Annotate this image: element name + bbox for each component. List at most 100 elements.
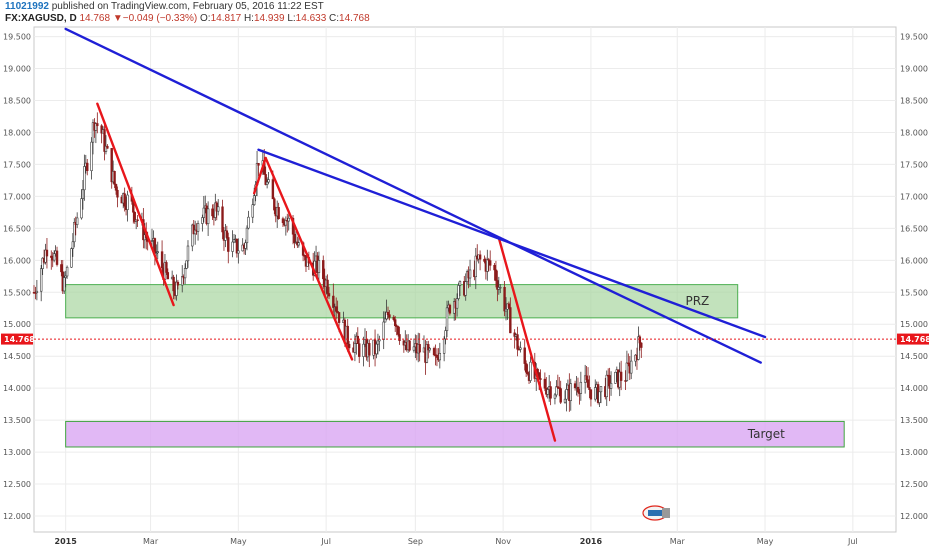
candle <box>585 375 588 381</box>
trendline-red <box>96 102 175 307</box>
low-label: L: <box>287 13 296 24</box>
candle <box>35 290 39 294</box>
y-tick-label: 17.000 <box>3 192 31 201</box>
candle <box>123 193 126 207</box>
candle <box>507 303 511 308</box>
candle <box>594 387 597 400</box>
candle <box>91 122 95 143</box>
candle <box>175 281 178 296</box>
candle <box>287 217 290 222</box>
y-tick-label: 16.500 <box>3 224 31 233</box>
candle <box>185 260 188 269</box>
candle <box>181 276 184 286</box>
y-tick-label: 15.000 <box>900 320 928 329</box>
candle <box>206 208 210 224</box>
candle <box>80 198 83 219</box>
candle <box>358 343 361 357</box>
candle <box>499 286 502 289</box>
y-tick-label: 18.500 <box>900 97 928 106</box>
candle <box>90 141 93 172</box>
candle <box>281 218 285 224</box>
y-tick-label: 16.000 <box>900 256 928 265</box>
high-value: 14.939 <box>253 13 285 24</box>
candle <box>264 174 267 185</box>
candle <box>418 344 421 353</box>
candle <box>637 336 640 360</box>
close-value: 14.768 <box>339 13 370 24</box>
candle <box>70 248 73 268</box>
price-tag-label: 14.768 <box>900 335 931 344</box>
candle <box>396 326 400 335</box>
y-tick-label: 14.000 <box>3 384 31 393</box>
x-tick-label: May <box>757 537 774 546</box>
y-tick-label: 17.500 <box>3 160 31 169</box>
candle <box>41 257 44 269</box>
y-axis-right: 19.500 19.000 18.500 18.000 17.500 17.000 16.5… <box>900 33 928 521</box>
y-tick-label: 12.000 <box>3 512 31 521</box>
candle <box>231 241 234 252</box>
candle <box>523 347 526 364</box>
y-tick-label: 15.500 <box>3 288 31 297</box>
candle <box>385 311 388 320</box>
candle <box>458 281 462 286</box>
candle <box>251 204 254 218</box>
candle <box>609 383 613 389</box>
candle <box>556 386 560 388</box>
candle <box>166 272 170 280</box>
candle <box>284 220 288 226</box>
y-tick-label: 19.500 <box>900 33 928 42</box>
candle <box>555 386 558 396</box>
published-text: published on TradingView.com, February 0… <box>51 1 324 12</box>
y-tick-label: 15.500 <box>900 288 928 297</box>
candle <box>71 241 75 249</box>
candle <box>337 312 341 323</box>
publish-line: 11021992 published on TradingView.com, F… <box>5 1 324 12</box>
candle <box>96 123 99 127</box>
candle <box>608 375 611 389</box>
candle <box>412 346 416 351</box>
y-tick-label: 19.000 <box>3 65 31 74</box>
y-tick-label: 17.000 <box>900 192 928 201</box>
candle <box>297 242 300 246</box>
candle <box>375 343 378 355</box>
candle <box>126 194 129 210</box>
candle <box>73 222 76 243</box>
plot-frame <box>33 26 897 533</box>
candle <box>133 211 136 222</box>
candle <box>383 318 387 323</box>
candle <box>327 293 331 297</box>
last-price: 14.768 <box>79 13 111 24</box>
candle <box>549 386 552 399</box>
candle <box>265 181 269 185</box>
candle <box>83 166 86 191</box>
candle <box>586 379 590 388</box>
user-id[interactable]: 11021992 <box>5 1 49 12</box>
x-tick-label: Sep <box>408 537 423 546</box>
candle <box>336 311 339 313</box>
zone-prz <box>65 284 739 319</box>
price-line: 14.768 14.768 <box>1 333 931 345</box>
candle <box>136 219 139 221</box>
candle <box>546 389 549 395</box>
candle <box>408 340 411 351</box>
candle <box>252 195 256 206</box>
candle <box>183 268 187 279</box>
low-value: 14.633 <box>295 13 327 24</box>
candle <box>619 371 623 381</box>
y-tick-label: 19.000 <box>900 65 928 74</box>
candle <box>106 145 109 149</box>
candle <box>539 378 542 380</box>
candle <box>75 217 79 225</box>
candle <box>382 321 385 340</box>
candle <box>394 319 397 327</box>
candle <box>504 308 508 312</box>
candle <box>388 314 391 318</box>
candle <box>503 286 506 312</box>
candle <box>156 251 159 254</box>
candle <box>155 252 158 254</box>
tradingview-logo-icon <box>642 505 670 521</box>
symbol-label[interactable]: FX:XAGUSD, D <box>5 13 77 24</box>
candle <box>519 347 522 350</box>
candle <box>563 398 567 403</box>
